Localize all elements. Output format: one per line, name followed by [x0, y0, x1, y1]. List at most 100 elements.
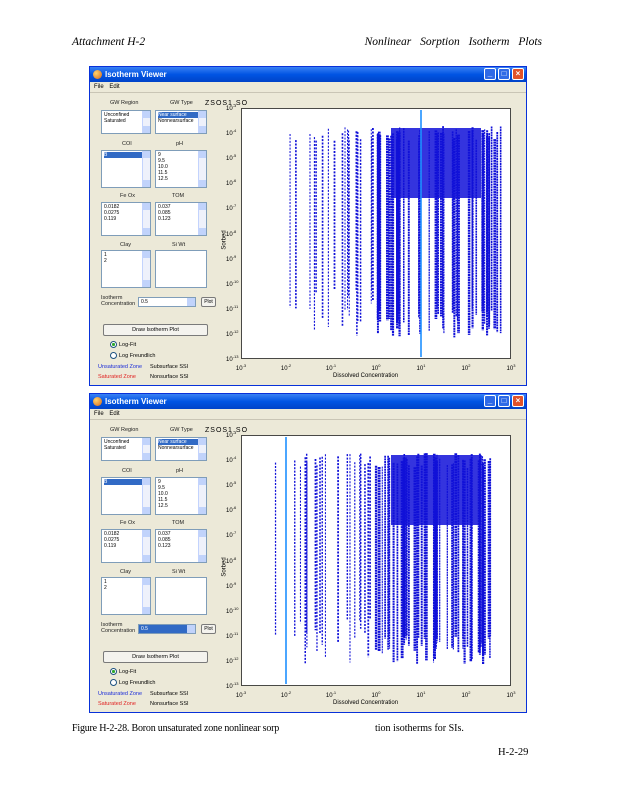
scrollbar[interactable] [142, 203, 150, 235]
fe-ox-list[interactable]: 0.0182 0.0275 0.119 [101, 202, 151, 236]
list-item[interactable]: Nonnearsurface [158, 118, 194, 124]
plot-small-button[interactable]: Plot [201, 624, 216, 634]
y-tick-label: 10-3 [226, 103, 237, 112]
list-item[interactable]: Nonnearsurface [158, 445, 194, 451]
legend-unsaturated: Unsaturated Zone [98, 364, 143, 370]
scrollbar[interactable] [198, 203, 206, 235]
log-freundlich-radio[interactable]: Log Freundlich [110, 352, 155, 359]
list-item[interactable]: 0.085 [158, 210, 171, 216]
log-fit-radio[interactable]: Log-Fit [110, 668, 136, 675]
list-item[interactable]: 9.5 [158, 485, 165, 491]
list-item[interactable]: 0.0182 [104, 204, 120, 210]
list-item[interactable]: Near surface [158, 439, 204, 445]
list-item[interactable]: 1 [104, 579, 107, 585]
tom-list[interactable]: 0.037 0.085 0.123 [155, 202, 207, 236]
minimize-button[interactable]: _ [484, 395, 496, 407]
list-item[interactable]: 0.0182 [104, 531, 120, 537]
ph-list[interactable]: 9 9.5 10.0 11.5 12.5 [155, 150, 207, 188]
list-item[interactable]: 0.123 [158, 216, 171, 222]
plot-small-button[interactable]: Plot [201, 297, 216, 307]
list-item[interactable]: 11.5 [158, 170, 168, 176]
close-button[interactable]: × [512, 68, 524, 80]
list-item[interactable]: 12.5 [158, 503, 168, 509]
scrollbar[interactable] [142, 251, 150, 287]
scrollbar[interactable] [198, 111, 206, 133]
log-fit-radio[interactable]: Log-Fit [110, 341, 136, 348]
list-item[interactable]: Saturated [104, 118, 126, 124]
list-item[interactable]: 0.123 [158, 543, 171, 549]
concentration-select-value: 0.5 [141, 626, 148, 632]
matlab-icon [93, 397, 102, 406]
gw-region-list[interactable]: Unconfined Saturated [101, 110, 151, 134]
list-item[interactable]: Near surface [158, 112, 204, 118]
y-tick-label: 10-5 [226, 153, 237, 163]
scrollbar[interactable] [198, 151, 206, 187]
list-item[interactable]: 9.5 [158, 158, 165, 164]
isotherm-plot[interactable] [241, 108, 511, 359]
menu-edit[interactable]: Edit [109, 411, 120, 417]
list-item[interactable]: 9 [158, 152, 161, 158]
si-wt-list[interactable] [155, 250, 207, 288]
scrollbar[interactable] [142, 111, 150, 133]
isotherm-plot[interactable] [241, 435, 511, 686]
title-bar[interactable]: Isotherm Viewer _ □ × [90, 67, 526, 82]
header-right: Nonlinear Sorption Isotherm Plots [364, 36, 542, 48]
maximize-button[interactable]: □ [498, 395, 510, 407]
tom-list[interactable]: 0.037 0.085 0.123 [155, 529, 207, 563]
menu-edit[interactable]: Edit [109, 84, 120, 90]
coi-list[interactable]: B [101, 477, 151, 515]
list-item[interactable]: 0.0275 [104, 537, 120, 543]
list-item[interactable]: Saturated [104, 445, 126, 451]
list-item[interactable]: 0.037 [158, 531, 171, 537]
scrollbar[interactable] [142, 438, 150, 460]
gw-region-list[interactable]: Unconfined Saturated [101, 437, 151, 461]
list-item[interactable]: Unconfined [104, 439, 130, 445]
draw-isotherm-plot-button[interactable]: Draw Isotherm Plot [103, 324, 208, 336]
scrollbar[interactable] [142, 530, 150, 562]
scrollbar[interactable] [142, 578, 150, 614]
list-item[interactable]: 2 [104, 585, 107, 591]
list-item[interactable]: 11.5 [158, 497, 168, 503]
gw-type-list[interactable]: Near surface Nonnearsurface [155, 110, 207, 134]
si-wt-list[interactable] [155, 577, 207, 615]
scrollbar[interactable] [142, 478, 150, 514]
list-item[interactable]: 9 [158, 479, 161, 485]
list-item[interactable]: 2 [104, 258, 107, 264]
log-freundlich-radio[interactable]: Log Freundlich [110, 679, 155, 686]
list-item[interactable]: 12.5 [158, 176, 168, 182]
scrollbar[interactable] [198, 478, 206, 514]
page-number: H-2-29 [498, 747, 529, 758]
list-item[interactable]: 10.0 [158, 491, 168, 497]
list-item[interactable]: 0.119 [104, 543, 117, 549]
y-tick-label: 10-7 [226, 203, 237, 213]
ph-list[interactable]: 9 9.5 10.0 11.5 12.5 [155, 477, 207, 515]
concentration-select[interactable]: 0.5 [138, 624, 196, 634]
scrollbar[interactable] [198, 438, 206, 460]
x-axis-label: Dissolved Concentration [333, 700, 399, 706]
concentration-select[interactable]: 0.5 [138, 297, 196, 307]
list-item[interactable]: 0.0275 [104, 210, 120, 216]
coi-list[interactable]: B [101, 150, 151, 188]
menu-file[interactable]: File [94, 84, 104, 90]
draw-isotherm-plot-button[interactable]: Draw Isotherm Plot [103, 651, 208, 663]
legend-subsurface: Subsurface SSI [150, 364, 189, 370]
list-item[interactable]: B [104, 479, 148, 485]
fe-ox-list[interactable]: 0.0182 0.0275 0.119 [101, 529, 151, 563]
maximize-button[interactable]: □ [498, 68, 510, 80]
title-bar[interactable]: Isotherm Viewer _ □ × [90, 394, 526, 409]
list-item[interactable]: 10.0 [158, 164, 168, 170]
list-item[interactable]: 0.119 [104, 216, 117, 222]
list-item[interactable]: B [104, 152, 148, 158]
minimize-button[interactable]: _ [484, 68, 496, 80]
list-item[interactable]: 0.085 [158, 537, 171, 543]
list-item[interactable]: 1 [104, 252, 107, 258]
gw-type-list[interactable]: Near surface Nonnearsurface [155, 437, 207, 461]
list-item[interactable]: 0.037 [158, 204, 171, 210]
list-item[interactable]: Unconfined [104, 112, 130, 118]
close-button[interactable]: × [512, 395, 524, 407]
scrollbar[interactable] [198, 530, 206, 562]
menu-file[interactable]: File [94, 411, 104, 417]
scrollbar[interactable] [142, 151, 150, 187]
